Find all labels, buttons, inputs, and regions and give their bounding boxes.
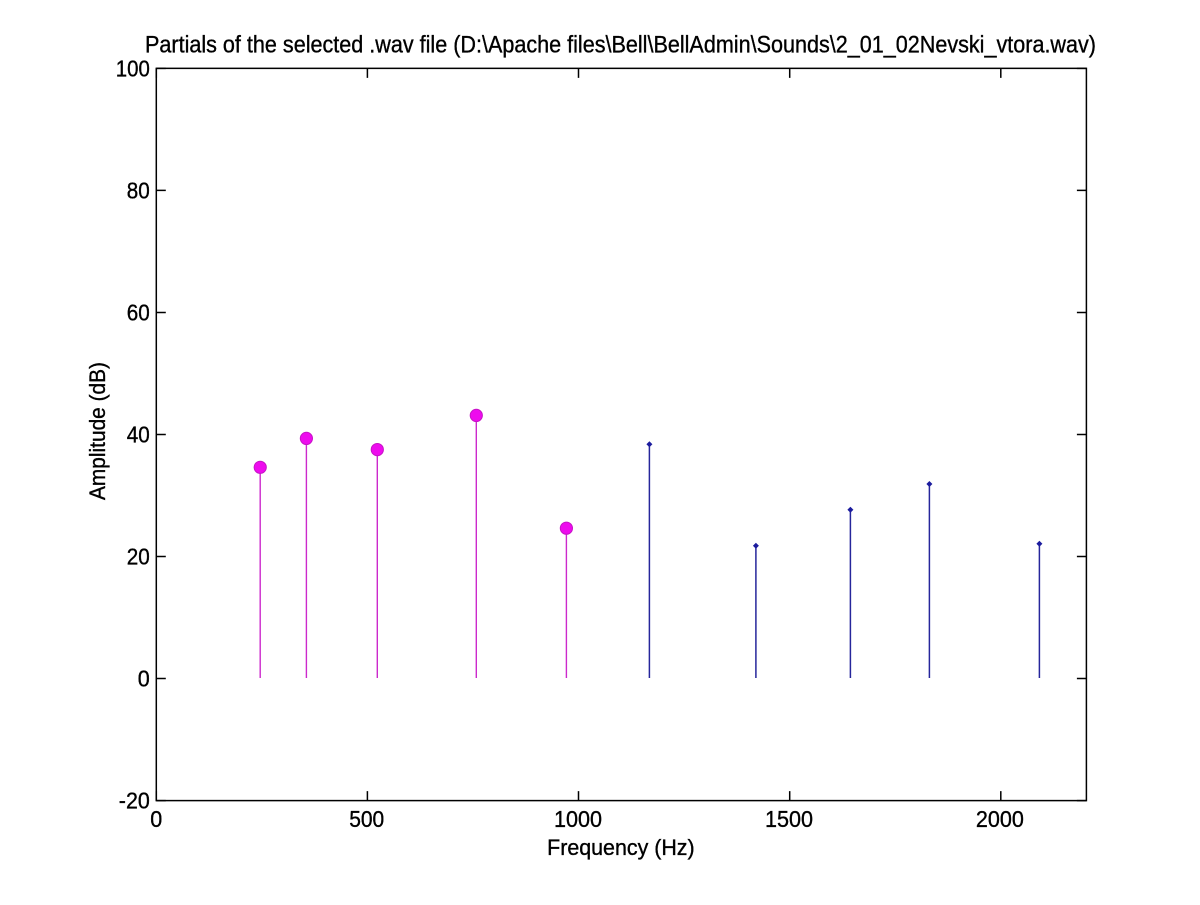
svg-text:0: 0 (138, 666, 150, 692)
svg-text:Frequency (Hz): Frequency (Hz) (547, 835, 695, 860)
svg-text:0: 0 (150, 806, 162, 832)
svg-text:Partials of the selected .wav: Partials of the selected .wav file (D:\A… (145, 32, 1096, 59)
svg-text:-20: -20 (119, 788, 150, 814)
svg-text:2000: 2000 (976, 806, 1024, 832)
svg-text:Amplitude (dB): Amplitude (dB) (85, 362, 110, 500)
svg-text:500: 500 (349, 806, 384, 832)
svg-text:20: 20 (127, 544, 150, 570)
svg-text:1000: 1000 (554, 806, 602, 832)
svg-text:40: 40 (127, 422, 150, 448)
svg-text:60: 60 (127, 300, 150, 326)
svg-text:1500: 1500 (765, 806, 813, 832)
svg-text:100: 100 (116, 56, 150, 82)
svg-text:80: 80 (127, 178, 150, 204)
